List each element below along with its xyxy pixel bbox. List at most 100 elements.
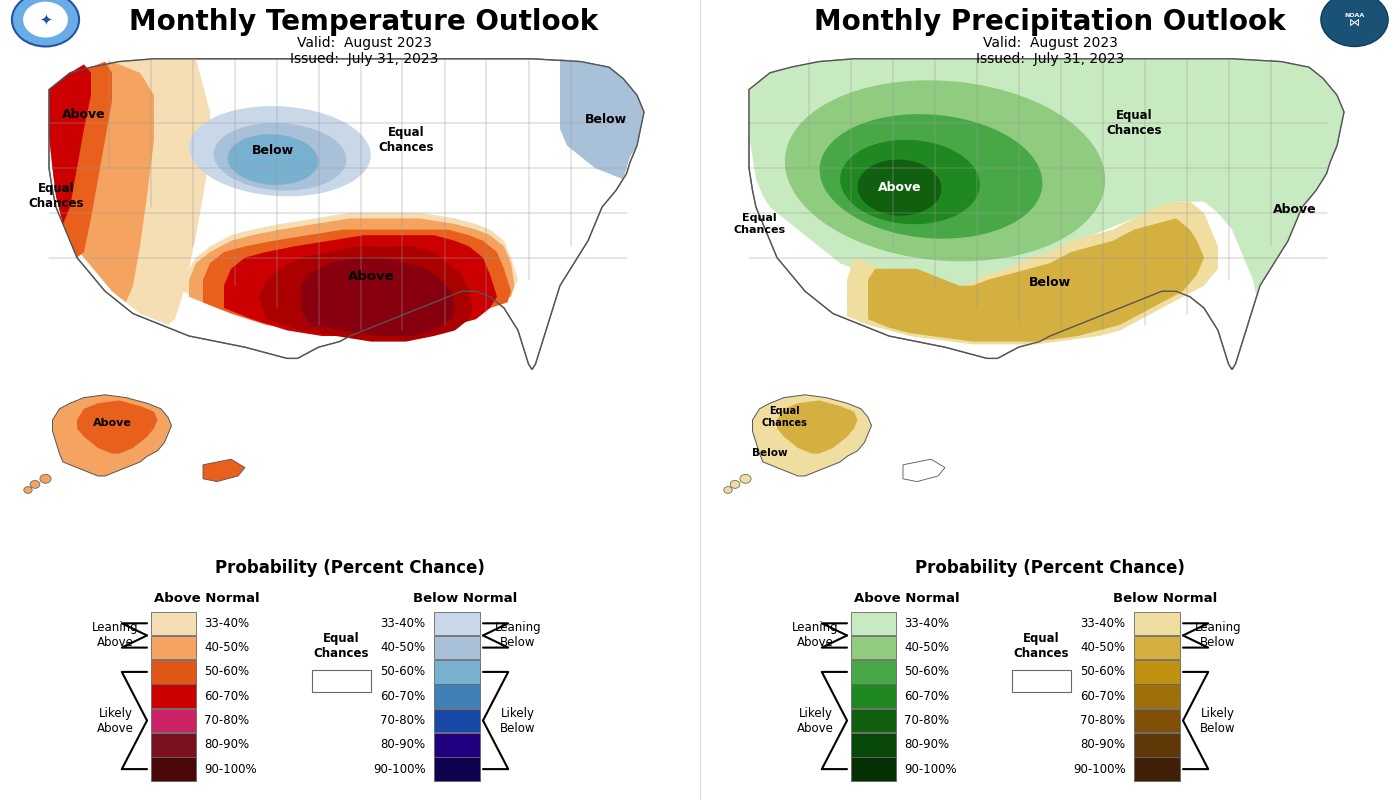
Text: Equal
Chances: Equal Chances bbox=[734, 214, 785, 235]
Text: Above: Above bbox=[878, 181, 921, 194]
Text: 90-100%: 90-100% bbox=[204, 762, 258, 776]
Bar bbox=[434, 660, 479, 684]
Polygon shape bbox=[903, 459, 945, 482]
Bar bbox=[311, 670, 371, 692]
Circle shape bbox=[11, 0, 78, 46]
Bar bbox=[151, 685, 196, 708]
Text: 50-60%: 50-60% bbox=[381, 666, 426, 678]
Ellipse shape bbox=[214, 123, 346, 190]
Text: Below Normal: Below Normal bbox=[413, 592, 518, 605]
Bar bbox=[1134, 758, 1179, 781]
Bar bbox=[1134, 611, 1179, 635]
Text: Likely
Below: Likely Below bbox=[500, 706, 536, 734]
Circle shape bbox=[731, 481, 739, 488]
Bar bbox=[434, 709, 479, 732]
Bar bbox=[151, 709, 196, 732]
Bar bbox=[1134, 636, 1179, 659]
Polygon shape bbox=[749, 58, 1344, 297]
Bar bbox=[1134, 660, 1179, 684]
Bar bbox=[151, 636, 196, 659]
Text: 80-90%: 80-90% bbox=[904, 738, 949, 751]
Text: Valid:  August 2023: Valid: August 2023 bbox=[983, 36, 1117, 50]
Text: Monthly Temperature Outlook: Monthly Temperature Outlook bbox=[129, 8, 599, 36]
Text: Below: Below bbox=[252, 144, 294, 157]
Polygon shape bbox=[259, 246, 473, 342]
Bar bbox=[434, 636, 479, 659]
Text: 70-80%: 70-80% bbox=[204, 714, 249, 727]
Text: 50-60%: 50-60% bbox=[1081, 666, 1126, 678]
Bar bbox=[851, 709, 896, 732]
Polygon shape bbox=[560, 58, 644, 179]
Polygon shape bbox=[203, 230, 511, 330]
Polygon shape bbox=[868, 218, 1204, 342]
Text: Equal
Chances: Equal Chances bbox=[762, 406, 806, 428]
Text: Equal
Chances: Equal Chances bbox=[1106, 110, 1162, 138]
Polygon shape bbox=[777, 400, 857, 454]
Text: 50-60%: 50-60% bbox=[904, 666, 949, 678]
Polygon shape bbox=[301, 258, 455, 336]
Polygon shape bbox=[53, 395, 171, 476]
Text: Above: Above bbox=[62, 107, 106, 121]
Circle shape bbox=[24, 486, 32, 494]
Text: Likely
Above: Likely Above bbox=[97, 706, 134, 734]
Polygon shape bbox=[49, 62, 154, 302]
Text: Issued:  July 31, 2023: Issued: July 31, 2023 bbox=[290, 51, 438, 66]
Polygon shape bbox=[224, 235, 497, 336]
Polygon shape bbox=[203, 459, 245, 482]
Bar bbox=[1011, 670, 1071, 692]
Bar bbox=[851, 733, 896, 757]
Text: Probability (Percent Chance): Probability (Percent Chance) bbox=[916, 559, 1184, 578]
Bar bbox=[851, 685, 896, 708]
Circle shape bbox=[39, 474, 50, 483]
Text: 40-50%: 40-50% bbox=[381, 641, 426, 654]
Polygon shape bbox=[49, 64, 91, 224]
Text: Leaning
Below: Leaning Below bbox=[1194, 622, 1242, 650]
Bar bbox=[151, 611, 196, 635]
Text: 80-90%: 80-90% bbox=[381, 738, 426, 751]
Text: 50-60%: 50-60% bbox=[204, 666, 249, 678]
Text: Below: Below bbox=[1029, 275, 1071, 289]
Text: Valid:  August 2023: Valid: August 2023 bbox=[297, 36, 431, 50]
Bar bbox=[434, 758, 479, 781]
Text: 70-80%: 70-80% bbox=[1081, 714, 1126, 727]
Circle shape bbox=[739, 474, 750, 483]
Ellipse shape bbox=[228, 134, 318, 185]
Bar bbox=[851, 636, 896, 659]
Text: Above Normal: Above Normal bbox=[154, 592, 259, 605]
Bar bbox=[851, 660, 896, 684]
Text: 60-70%: 60-70% bbox=[904, 690, 949, 702]
Text: 60-70%: 60-70% bbox=[381, 690, 426, 702]
Bar bbox=[151, 758, 196, 781]
Text: Equal
Chances: Equal Chances bbox=[378, 126, 434, 154]
Text: 40-50%: 40-50% bbox=[1081, 641, 1126, 654]
Text: Leaning
Above: Leaning Above bbox=[792, 622, 839, 650]
Text: ✦: ✦ bbox=[39, 12, 52, 27]
Text: Below Normal: Below Normal bbox=[1113, 592, 1218, 605]
Text: 80-90%: 80-90% bbox=[1081, 738, 1126, 751]
Bar bbox=[151, 733, 196, 757]
Text: Issued:  July 31, 2023: Issued: July 31, 2023 bbox=[976, 51, 1124, 66]
Bar bbox=[434, 733, 479, 757]
Text: Leaning
Below: Leaning Below bbox=[494, 622, 542, 650]
Bar bbox=[434, 611, 479, 635]
Text: Equal
Chances: Equal Chances bbox=[1014, 632, 1070, 660]
Bar bbox=[434, 685, 479, 708]
Text: Leaning
Above: Leaning Above bbox=[92, 622, 139, 650]
Text: Below: Below bbox=[752, 448, 788, 458]
Text: 90-100%: 90-100% bbox=[372, 762, 426, 776]
Circle shape bbox=[22, 2, 67, 38]
Circle shape bbox=[724, 486, 732, 494]
Text: Equal
Chances: Equal Chances bbox=[314, 632, 370, 660]
Text: 40-50%: 40-50% bbox=[204, 641, 249, 654]
Text: 60-70%: 60-70% bbox=[1081, 690, 1126, 702]
Polygon shape bbox=[847, 202, 1218, 344]
Text: 33-40%: 33-40% bbox=[204, 617, 249, 630]
Text: Above: Above bbox=[1273, 202, 1317, 216]
Text: Monthly Precipitation Outlook: Monthly Precipitation Outlook bbox=[815, 8, 1285, 36]
Text: 33-40%: 33-40% bbox=[1081, 617, 1126, 630]
Text: Probability (Percent Chance): Probability (Percent Chance) bbox=[216, 559, 484, 578]
Polygon shape bbox=[182, 213, 518, 319]
Bar bbox=[851, 758, 896, 781]
Text: 80-90%: 80-90% bbox=[204, 738, 249, 751]
Text: 70-80%: 70-80% bbox=[904, 714, 949, 727]
